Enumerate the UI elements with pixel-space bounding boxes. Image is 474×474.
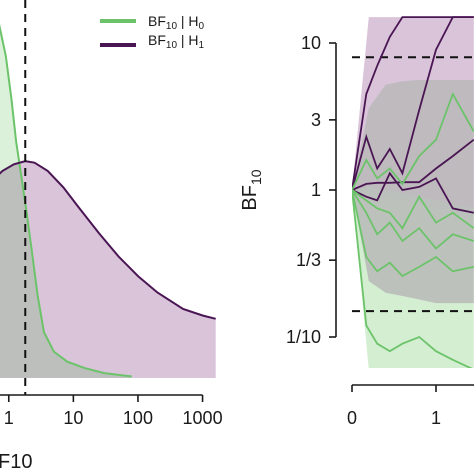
threshold-dashed-lines (352, 56, 474, 313)
density-overlap-area (0, 163, 132, 378)
density-x-tick-label: 1 (4, 408, 14, 428)
sequential-line-h0-c (352, 189, 474, 250)
density-x-ticks: 1 10 100 1000 (4, 395, 223, 428)
sequential-line-h1-b (352, 16, 474, 191)
legend-label-h1: BF10 | H1 (148, 32, 205, 51)
bf-x-tick-label: 0 (347, 408, 357, 428)
sequential-lines (352, 16, 474, 368)
sequential-line-h1-d (352, 171, 474, 214)
density-x-tick-label: 1000 (183, 408, 223, 428)
sequential-bands (352, 17, 474, 368)
density-lines (0, 23, 216, 378)
bf-x-tick-label: 1 (431, 408, 441, 428)
density-line-h0 (0, 23, 132, 378)
density-x-tick-label: 10 (63, 408, 83, 428)
sequential-line-h1-a (352, 16, 474, 191)
sequential-plot-area (352, 16, 474, 368)
bf-y-tick-label: 1 (311, 180, 321, 200)
sequential-line-h0-e (352, 189, 473, 368)
bf-y-axis-label: BF10 (239, 169, 264, 210)
density-area-h1 (0, 161, 216, 378)
sequential-line-h0-b (352, 189, 474, 230)
sequential-line-h0-d (352, 189, 474, 278)
band-overlap (352, 80, 474, 304)
density-line-h1 (0, 160, 216, 320)
density-x-tick-label: 100 (123, 408, 153, 428)
density-x-axis-label: F10 (0, 451, 32, 473)
bf-y-tick-label: 1/10 (286, 327, 321, 347)
legend-label-h0: BF10 | H0 (148, 13, 205, 32)
density-areas (0, 28, 216, 378)
bf-y-tick-label: 3 (311, 110, 321, 130)
legend: BF10 | H0 BF10 | H1 (100, 13, 205, 51)
bf-y-tick-label: 1/3 (296, 250, 321, 270)
density-panel: 1 10 100 1000 F10 BF10 | H0 BF10 | H1 (0, 0, 223, 473)
bf-y-tick-label: 10 (301, 33, 321, 53)
sequential-line-h0-a (352, 91, 474, 191)
bf-y-ticks: 1/10 1/3 1 3 10 (286, 33, 336, 347)
